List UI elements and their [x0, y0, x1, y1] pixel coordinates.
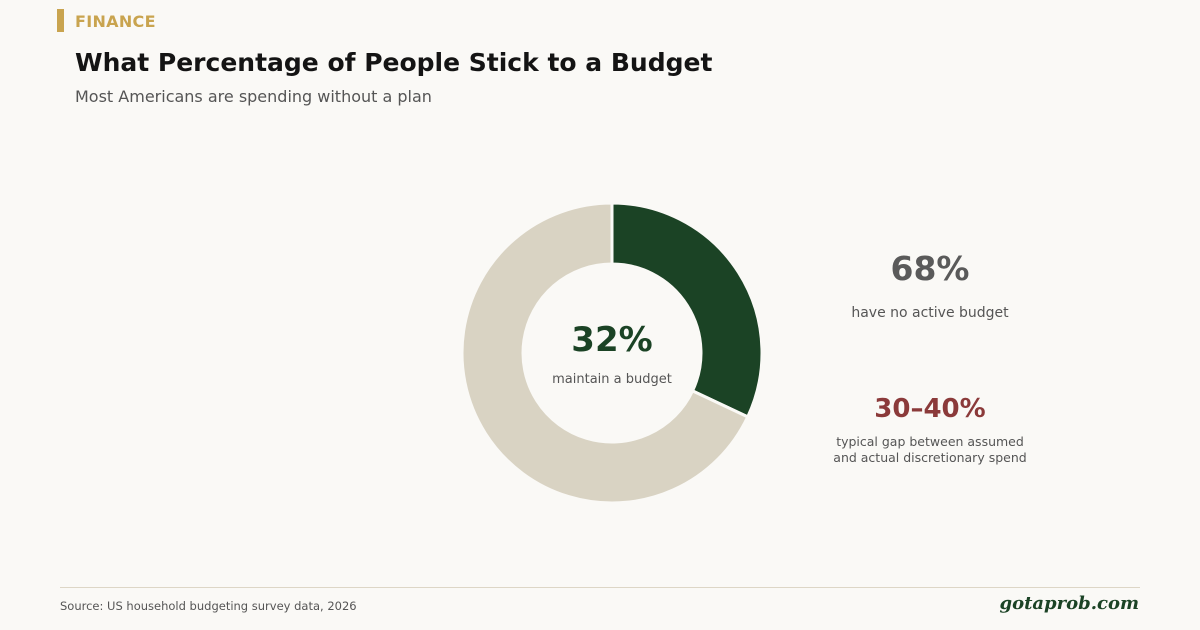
donut-chart	[460, 201, 764, 505]
page-subtitle: Most Americans are spending without a pl…	[75, 87, 432, 106]
stat-spend-gap-value: 30–40%	[874, 394, 986, 424]
source-note: Source: US household budgeting survey da…	[60, 599, 357, 613]
stat-spend-gap-label-line-2: and actual discretionary spend	[833, 450, 1027, 465]
donut-center-label: maintain a budget	[552, 372, 672, 387]
brand-logo: gotaprob.com	[999, 593, 1139, 614]
category-accent-bar	[57, 9, 64, 32]
category-label: FINANCE	[75, 12, 156, 31]
stat-spend-gap-label: typical gap between assumed and actual d…	[800, 434, 1060, 466]
stat-no-budget-value: 68%	[890, 249, 970, 288]
donut-slice-maintain-budget	[610, 201, 764, 419]
donut-slice-no-budget	[460, 201, 750, 505]
stat-spend-gap: 30–40% typical gap between assumed and a…	[800, 392, 1060, 466]
stat-no-budget-label-line: have no active budget	[851, 305, 1009, 321]
stat-no-budget: 68% have no active budget	[800, 249, 1060, 321]
stat-no-budget-label: have no active budget	[800, 305, 1060, 321]
footer-divider	[60, 587, 1140, 588]
page-title: What Percentage of People Stick to a Bud…	[75, 48, 713, 77]
stat-spend-gap-label-line-1: typical gap between assumed	[836, 434, 1024, 449]
donut-center-value: 32%	[571, 320, 653, 360]
